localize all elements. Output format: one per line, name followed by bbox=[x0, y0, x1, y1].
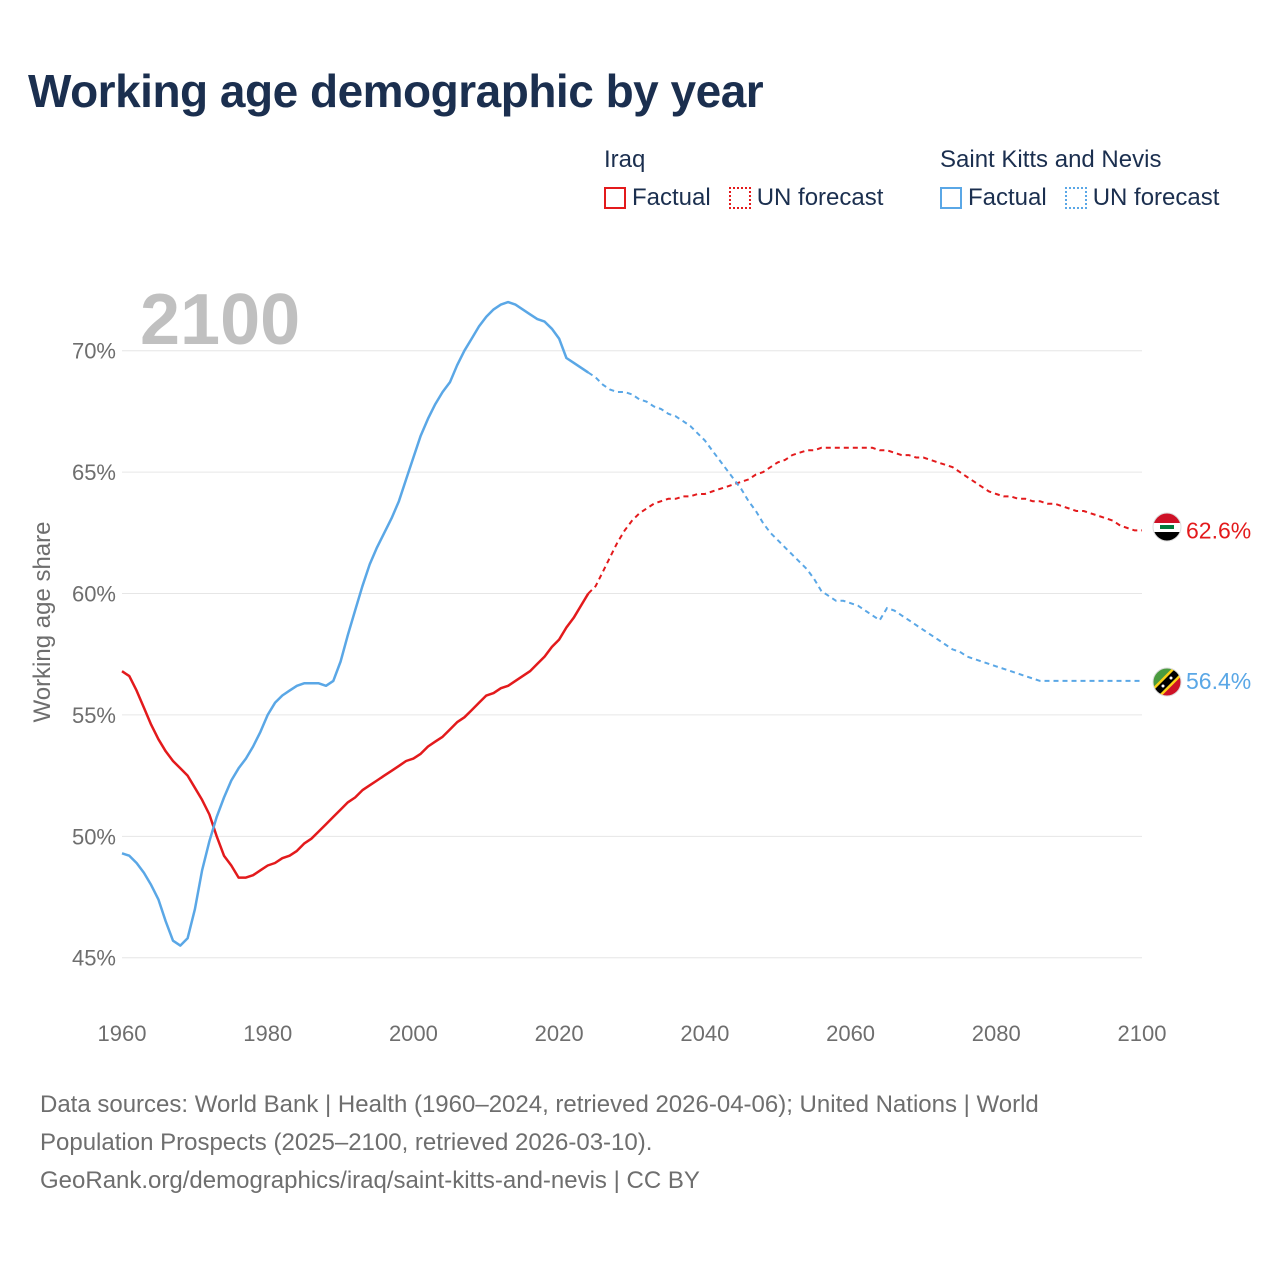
x-tick-label: 2060 bbox=[826, 1021, 875, 1046]
legend-item-iraq-factual[interactable]: Factual bbox=[604, 184, 711, 212]
legend-item-skn-factual[interactable]: Factual bbox=[940, 184, 1047, 212]
footer-sources-line-2: Population Prospects (2025–2100, retriev… bbox=[40, 1129, 653, 1156]
legend-label: UN forecast bbox=[756, 184, 884, 211]
saint-kitts-and-nevis-flag-marker[interactable] bbox=[1150, 665, 1184, 699]
legend-group-saint-kitts-and-nevis: Saint Kitts and Nevis Factual UN forecas… bbox=[940, 144, 1237, 212]
legend-swatch-solid bbox=[940, 187, 962, 209]
y-axis-label: Working age share bbox=[29, 522, 56, 723]
line-chart: 2100 Working age share 45% 50% 55% 60% 65% 70… bbox=[29, 280, 1251, 1046]
y-tick-label: 55% bbox=[72, 703, 116, 728]
legend-swatch-solid bbox=[604, 187, 626, 209]
iraq-flag-marker[interactable] bbox=[1152, 512, 1182, 542]
x-tick-label: 1980 bbox=[243, 1021, 292, 1046]
kn-flag-star bbox=[1161, 684, 1165, 688]
y-tick-label: 70% bbox=[72, 339, 116, 364]
x-tick-label: 2000 bbox=[389, 1021, 438, 1046]
iraq-flag-red-band bbox=[1153, 513, 1181, 523]
y-tick-label: 45% bbox=[72, 946, 116, 971]
y-tick-label: 50% bbox=[72, 824, 116, 849]
x-tick-label: 2100 bbox=[1118, 1021, 1167, 1046]
series-line-saint-kitts-and-nevis-forecast[interactable] bbox=[587, 371, 1142, 682]
y-tick-label: 60% bbox=[72, 582, 116, 607]
legend-label: Factual bbox=[968, 184, 1047, 211]
footer: Data sources: World Bank | Health (1960–… bbox=[40, 1086, 1240, 1200]
legend-item-skn-forecast[interactable]: UN forecast bbox=[1064, 184, 1220, 212]
flag-outline bbox=[1152, 667, 1182, 697]
x-tick-label: 2080 bbox=[972, 1021, 1021, 1046]
footer-attribution[interactable]: GeoRank.org/demographics/iraq/saint-kitt… bbox=[40, 1167, 700, 1194]
legend-label: Factual bbox=[632, 184, 711, 211]
legend-label: UN forecast bbox=[1092, 184, 1220, 211]
x-tick-label: 2020 bbox=[535, 1021, 584, 1046]
year-watermark: 2100 bbox=[140, 280, 300, 360]
legend-group-label: Saint Kitts and Nevis bbox=[940, 146, 1162, 173]
series-line-iraq-factual[interactable] bbox=[121, 592, 590, 879]
legend-item-iraq-forecast[interactable]: UN forecast bbox=[728, 184, 884, 212]
footer-sources-line-1: Data sources: World Bank | Health (1960–… bbox=[40, 1091, 1039, 1118]
legend-swatch-dotted bbox=[728, 187, 751, 209]
end-value-label-saint-kitts-and-nevis: 56.4% bbox=[1186, 668, 1251, 694]
x-tick-label: 1960 bbox=[98, 1021, 147, 1046]
series-line-saint-kitts-and-nevis-factual[interactable] bbox=[121, 300, 589, 947]
legend-swatch-dotted bbox=[1064, 187, 1087, 209]
kn-flag-star bbox=[1169, 676, 1173, 680]
series-line-iraq-forecast[interactable] bbox=[587, 446, 1142, 595]
chart-title: Working age demographic by year bbox=[28, 65, 764, 117]
end-value-label-iraq: 62.6% bbox=[1186, 517, 1251, 543]
y-tick-label: 65% bbox=[72, 460, 116, 485]
legend-group-iraq: Iraq Factual UN forecast bbox=[604, 144, 901, 212]
flag-outline bbox=[1152, 512, 1182, 542]
legend-group-label: Iraq bbox=[604, 146, 646, 173]
iraq-flag-black-band bbox=[1153, 532, 1181, 541]
iraq-flag-emblem bbox=[1160, 525, 1174, 529]
x-tick-label: 2040 bbox=[680, 1021, 729, 1046]
